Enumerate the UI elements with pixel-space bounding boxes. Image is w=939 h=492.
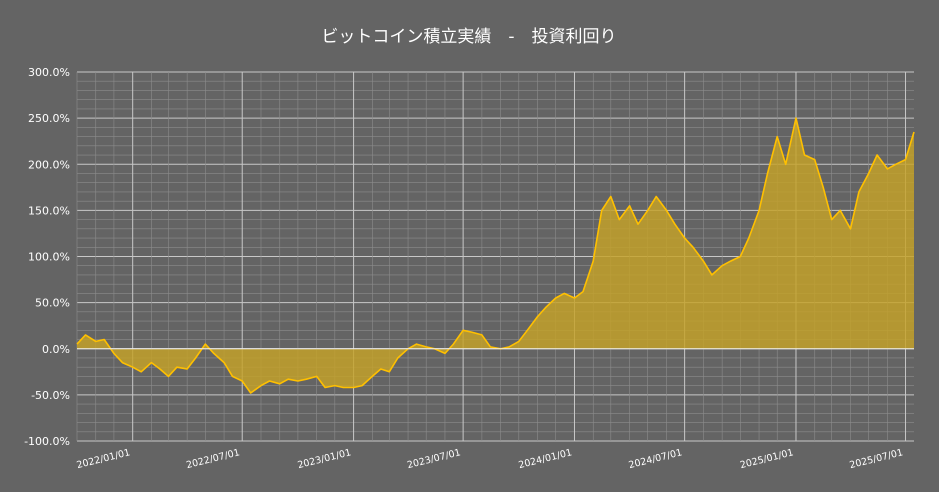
x-tick-label: 2025/07/01 [848, 447, 904, 471]
y-tick-label: 250.0% [28, 112, 70, 125]
y-tick-label: 100.0% [28, 251, 70, 264]
y-tick-label: 150.0% [28, 204, 70, 217]
x-tick-label: 2023/01/01 [297, 447, 353, 471]
y-axis: 300.0% 250.0% 200.0% 150.0% 100.0% 50.0% 0.0% -… [24, 66, 70, 448]
x-tick-label: 2025/01/01 [739, 447, 795, 471]
y-tick-label: 200.0% [28, 158, 70, 171]
x-tick-label: 2022/01/01 [76, 447, 132, 471]
x-tick-label: 2023/07/01 [406, 447, 462, 471]
x-axis: 2022/01/01 2022/07/01 2023/01/01 2023/07/01… [76, 447, 905, 471]
y-tick-label: 50.0% [35, 297, 70, 310]
roi-series-line [76, 117, 915, 394]
plot-area [76, 117, 915, 394]
chart-title: ビットコイン積立実績 - 投資利回り [321, 27, 616, 47]
x-tick-label: 2024/01/01 [517, 447, 573, 471]
y-tick-label: 0.0% [42, 343, 70, 356]
x-tick-label: 2024/07/01 [628, 447, 684, 471]
y-tick-label: -100.0% [24, 435, 70, 448]
y-tick-label: -50.0% [31, 389, 70, 402]
roi-area-fill [77, 118, 914, 393]
y-tick-label: 300.0% [28, 66, 70, 79]
x-tick-label: 2022/07/01 [185, 447, 241, 471]
